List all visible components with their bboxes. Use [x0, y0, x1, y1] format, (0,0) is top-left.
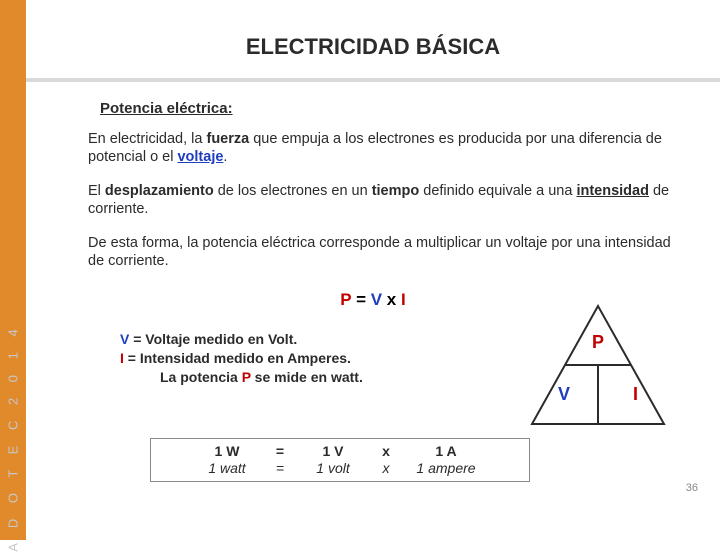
triangle-label-i: I [633, 384, 638, 405]
symbol-p: P [242, 369, 251, 385]
paragraph-2: El desplazamiento de los electrones en u… [88, 182, 690, 218]
triangle-label-v: V [558, 384, 570, 405]
def-p: La potencia P se mide en watt. [120, 368, 363, 387]
text: = [351, 290, 370, 309]
symbol-i: I [401, 290, 406, 309]
text: de los electrones en un [214, 183, 372, 199]
text: se mide en [251, 369, 331, 385]
definitions: V = Voltaje medido en Volt. I = Intensid… [120, 330, 363, 387]
page-number: 36 [686, 482, 698, 494]
text: El [88, 183, 105, 199]
text: . [223, 149, 227, 165]
eq-1watt: 1 watt [189, 460, 265, 478]
bold-desplazamiento: desplazamiento [105, 183, 214, 199]
page-title: ELECTRICIDAD BÁSICA [26, 34, 720, 60]
title-rule [26, 78, 720, 82]
bold-tiempo: tiempo [372, 183, 420, 199]
def-v: V = Voltaje medido en Volt. [120, 330, 363, 349]
link-voltaje: voltaje [177, 149, 223, 165]
symbol-v: V [371, 290, 382, 309]
eq-x: x [371, 443, 401, 461]
power-triangle: P V I [528, 300, 668, 430]
section-heading: Potencia eléctrica: [100, 100, 233, 117]
text: definido equivale a una [419, 183, 576, 199]
text: = Intensidad medido en [124, 350, 287, 366]
bold-intensidad: intensidad [576, 183, 649, 199]
unit-watt: watt. [331, 369, 363, 385]
eq-1v: 1 V [295, 443, 371, 461]
eq-x: x [371, 460, 401, 478]
text: La potencia [160, 369, 242, 385]
triangle-icon [528, 300, 668, 430]
def-i: I = Intensidad medido en Amperes. [120, 349, 363, 368]
eq-eq: = [265, 460, 295, 478]
unit-ampere: Amperes. [287, 350, 351, 366]
text: = Voltaje medido en [129, 331, 268, 347]
text: x [382, 290, 401, 309]
unit-volt: Volt. [268, 331, 297, 347]
text: En electricidad, la [88, 131, 206, 147]
eq-1volt: 1 volt [295, 460, 371, 478]
triangle-label-p: P [528, 332, 668, 353]
unit-equation-box: 1 W = 1 V x 1 A 1 watt = 1 volt x 1 ampe… [150, 438, 530, 482]
eq-1w: 1 W [189, 443, 265, 461]
eq-1a: 1 A [401, 443, 491, 461]
paragraph-1: En electricidad, la fuerza que empuja a … [88, 130, 690, 166]
paragraph-3: De esta forma, la potencia eléctrica cor… [88, 234, 690, 270]
symbol-p: P [340, 290, 351, 309]
bold-fuerza: fuerza [206, 131, 249, 147]
symbol-v: V [120, 331, 129, 347]
eq-eq: = [265, 443, 295, 461]
eq-1ampere: 1 ampere [401, 460, 491, 478]
sidebar-watermark: A D O T E C 2 0 1 4 [6, 323, 21, 551]
